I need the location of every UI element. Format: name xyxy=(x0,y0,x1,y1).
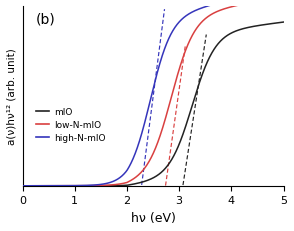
Legend: mIO, low-N-mIO, high-N-mIO: mIO, low-N-mIO, high-N-mIO xyxy=(32,104,109,146)
Y-axis label: a(ν)hν¹² (arb. unit): a(ν)hν¹² (arb. unit) xyxy=(7,48,17,145)
X-axis label: hν (eV): hν (eV) xyxy=(131,211,176,224)
Text: (b): (b) xyxy=(36,12,55,26)
